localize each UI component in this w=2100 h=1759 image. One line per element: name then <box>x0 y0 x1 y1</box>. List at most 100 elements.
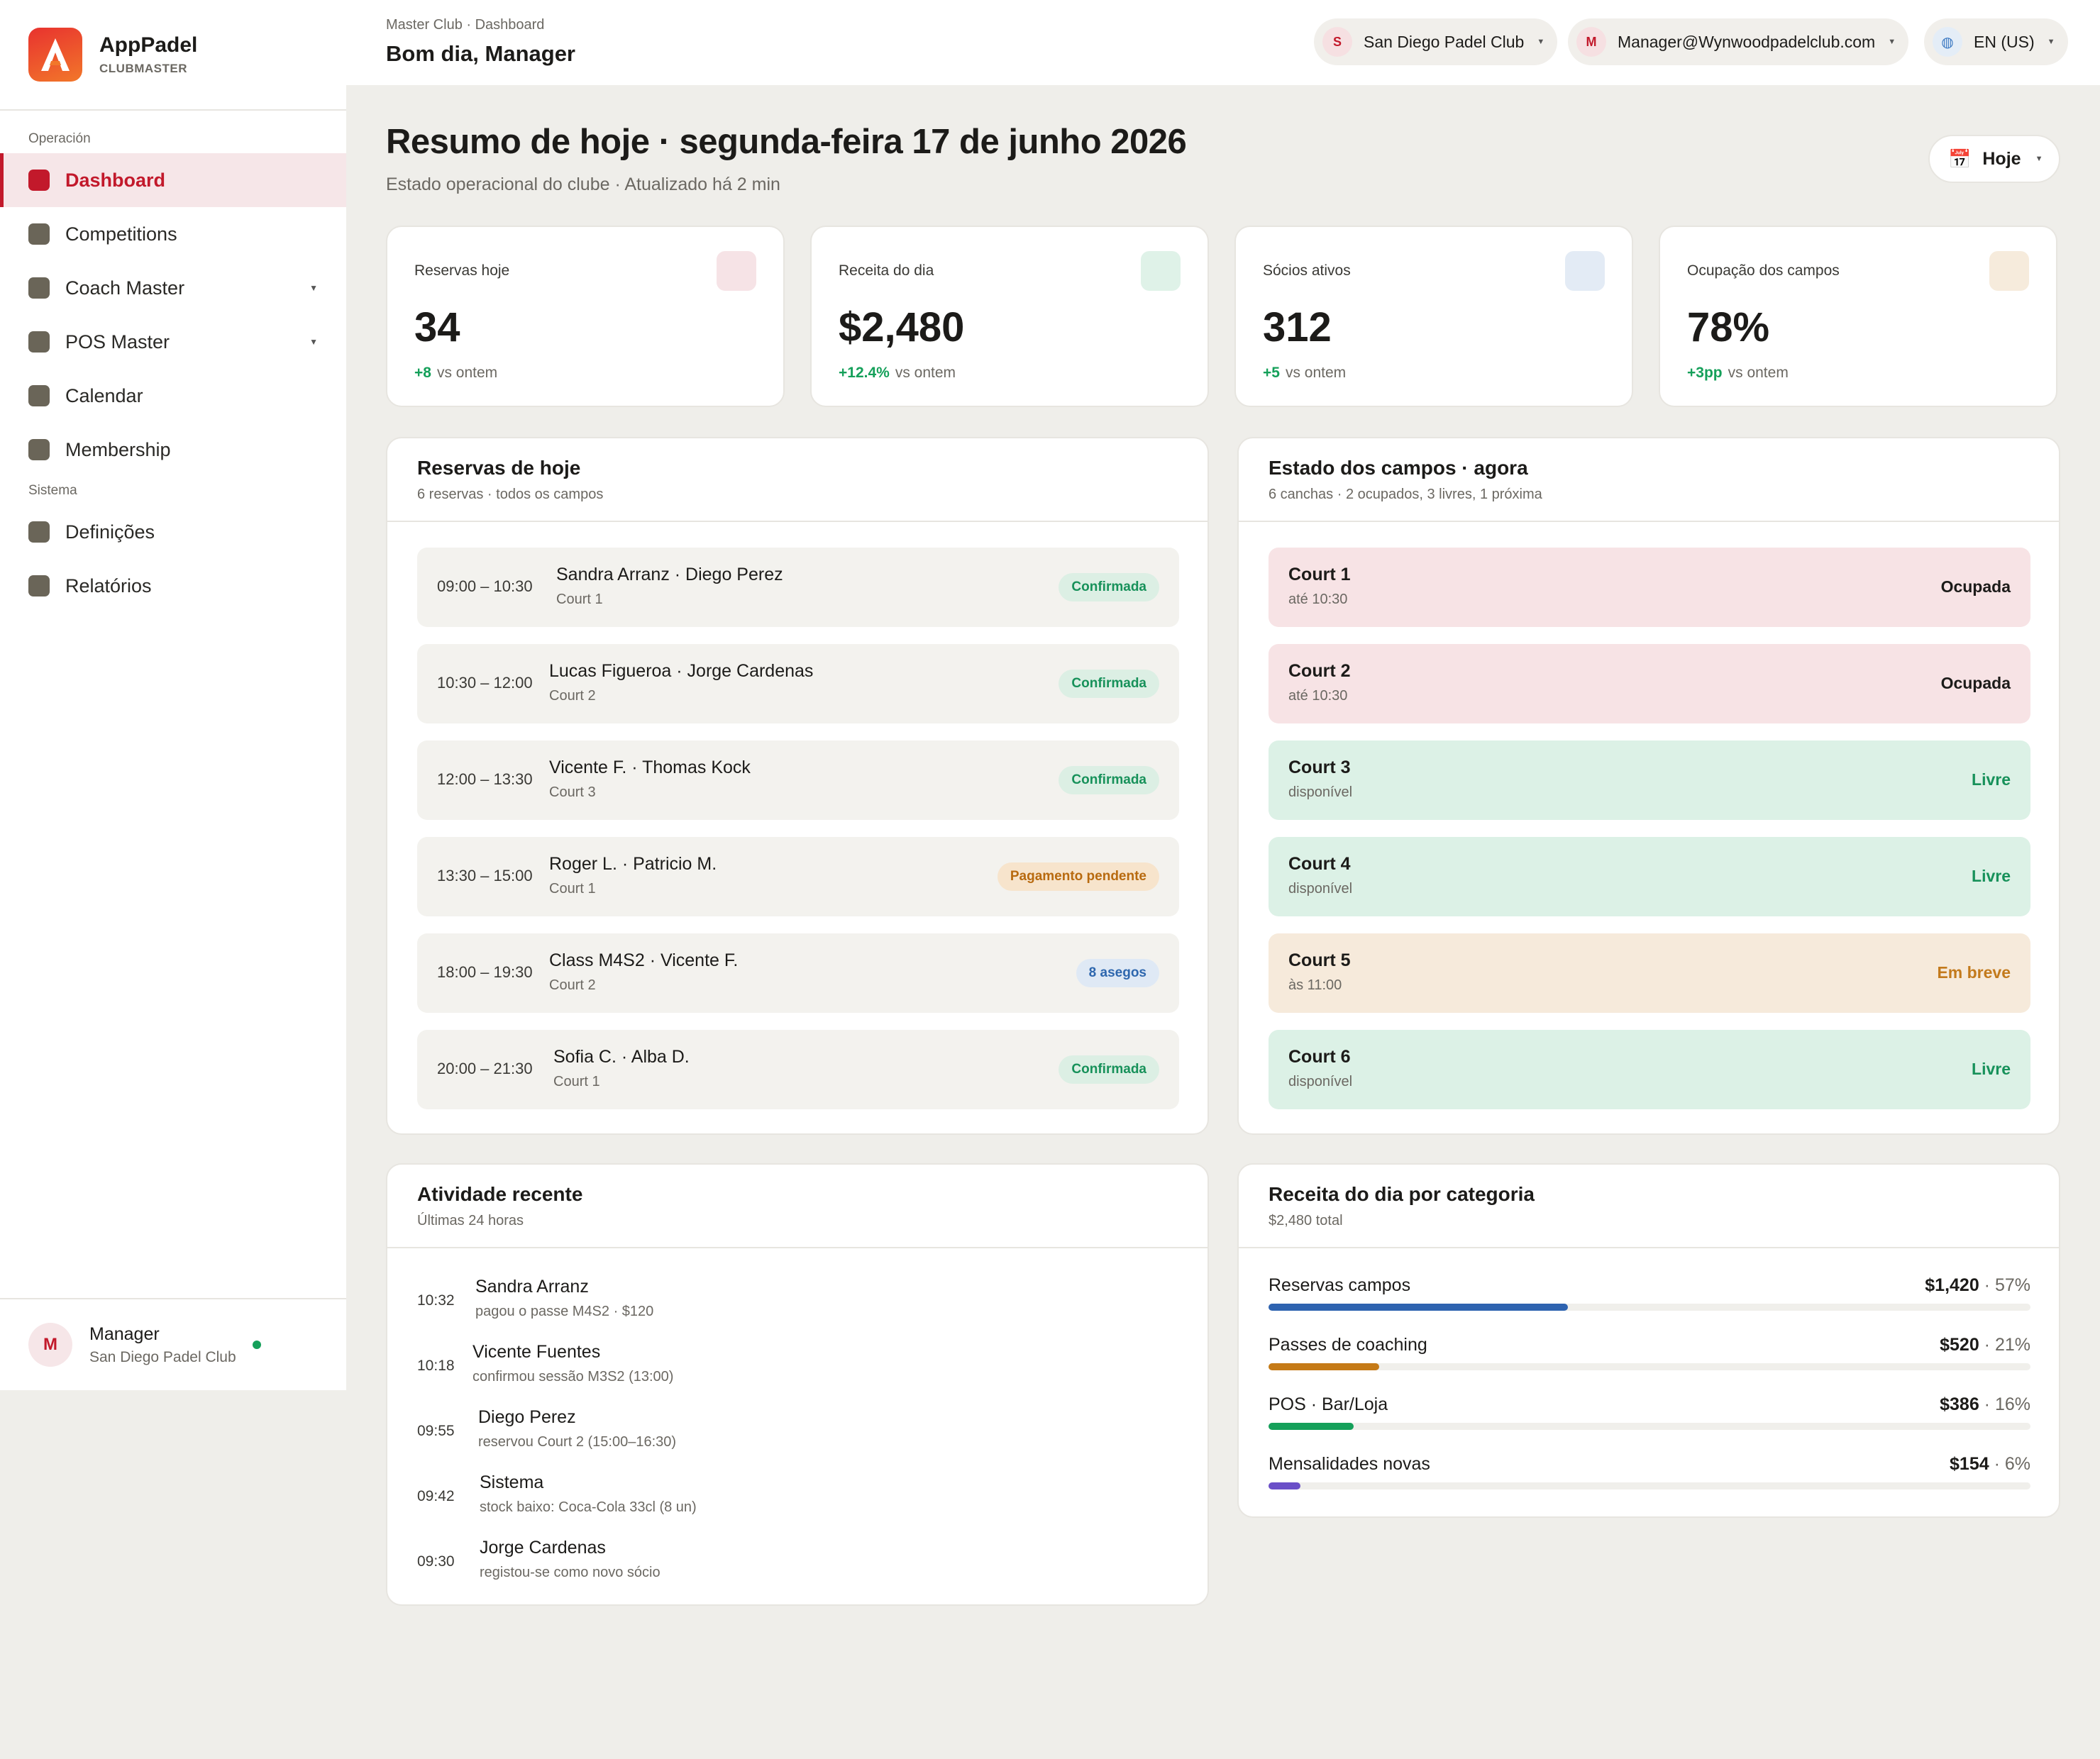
kpi-delta: +12.4% vs ontem <box>839 365 956 381</box>
dashboard-icon <box>28 170 50 191</box>
court-info: às 11:00 <box>1288 977 1342 993</box>
reservation-time: 09:00 – 10:30 <box>437 577 533 595</box>
revenue-bar-track <box>1269 1304 2030 1311</box>
court-info: disponível <box>1288 881 1353 897</box>
court-name: Court 3 <box>1288 758 1351 777</box>
reservations-icon <box>717 251 756 291</box>
court-row[interactable]: Court 1 até 10:30 Ocupada <box>1269 548 2030 627</box>
revenue-category: Reservas campos <box>1269 1275 1411 1295</box>
calendar-icon <box>28 385 50 406</box>
panel-subtitle: Últimas 24 horas <box>417 1213 524 1228</box>
revenue-amount: $386 · 16% <box>1940 1394 2030 1414</box>
kpi-value: 78% <box>1687 304 1770 350</box>
court-status: Ocupada <box>1940 577 2011 596</box>
account-selector[interactable]: M Manager@Wynwoodpadelclub.com ▼ <box>1568 18 1909 65</box>
court-name: Court 6 <box>1288 1047 1351 1067</box>
sidebar-item-membership[interactable]: Membership <box>0 423 346 477</box>
court-row[interactable]: Court 4 disponível Livre <box>1269 837 2030 916</box>
panel-title: Estado dos campos · agora <box>1269 457 1528 479</box>
chevron-down-icon: ▼ <box>1888 38 1896 46</box>
revenue-bar <box>1269 1363 1379 1370</box>
revenue-bar <box>1269 1304 1569 1311</box>
reservation-time: 20:00 – 21:30 <box>437 1060 533 1077</box>
sidebar-item-label: Dashboard <box>65 169 166 191</box>
court-name: Court 2 <box>1288 661 1351 681</box>
reservation-row[interactable]: 10:30 – 12:00 Lucas Figueroa · Jorge Car… <box>417 644 1179 723</box>
club-selector[interactable]: S San Diego Padel Club ▼ <box>1314 18 1558 65</box>
activity-time: 10:18 <box>417 1358 455 1374</box>
settings-icon <box>28 521 50 543</box>
sidebar-item-coach-master[interactable]: Coach Master ▼ <box>0 261 346 315</box>
reservation-players: Sandra Arranz · Diego Perez <box>556 565 783 584</box>
court-row[interactable]: Court 6 disponível Livre <box>1269 1030 2030 1109</box>
reservation-players: Sofia C. · Alba D. <box>553 1047 690 1067</box>
reservations-panel: Reservas de hoje 6 reservas · todos os c… <box>386 437 1209 1135</box>
revenue-amount: $1,420 · 57% <box>1925 1275 2030 1295</box>
status-badge: Pagamento pendente <box>997 862 1159 891</box>
sidebar-item-dashboard[interactable]: Dashboard <box>0 153 346 207</box>
date-filter-button[interactable]: 📅 Hoje ▼ <box>1928 135 2060 183</box>
account-selector-label: Manager@Wynwoodpadelclub.com <box>1618 32 1876 51</box>
sidebar-item-label: Membership <box>65 438 171 460</box>
court-info: até 10:30 <box>1288 592 1348 607</box>
reservation-time: 12:00 – 13:30 <box>437 770 533 788</box>
breadcrumb: Master Club · Dashboard <box>386 17 545 33</box>
court-info: até 10:30 <box>1288 688 1348 704</box>
revenue-amount: $520 · 21% <box>1940 1335 2030 1355</box>
reservation-court: Court 2 <box>549 688 596 704</box>
activity-description: stock baixo: Coca-Cola 33cl (8 un) <box>480 1499 697 1515</box>
kpi-label: Reservas hoje <box>414 262 510 279</box>
revenue-row: Mensalidades novas $154 · 6% <box>1269 1454 2030 1504</box>
status-badge: Confirmada <box>1059 670 1159 698</box>
sidebar-item-pos-master[interactable]: POS Master ▼ <box>0 315 346 369</box>
reservation-time: 13:30 – 15:00 <box>437 867 533 884</box>
kpi-label: Ocupação dos campos <box>1687 262 1840 279</box>
court-row[interactable]: Court 3 disponível Livre <box>1269 740 2030 820</box>
reservation-time: 18:00 – 19:30 <box>437 963 533 981</box>
online-status-icon <box>253 1341 261 1349</box>
activity-time: 09:30 <box>417 1553 455 1570</box>
court-row[interactable]: Court 5 às 11:00 Em breve <box>1269 933 2030 1013</box>
sidebar-item-settings[interactable]: Definições <box>0 505 346 559</box>
revenue-bar-track <box>1269 1363 2030 1370</box>
reservation-row[interactable]: 09:00 – 10:30 Sandra Arranz · Diego Pere… <box>417 548 1179 627</box>
reservation-row[interactable]: 13:30 – 15:00 Roger L. · Patricio M. Cou… <box>417 837 1179 916</box>
sidebar-item-label: Relatórios <box>65 575 152 596</box>
sidebar-user[interactable]: M Manager San Diego Padel Club <box>0 1298 346 1390</box>
reservation-players: Roger L. · Patricio M. <box>549 854 717 874</box>
members-icon <box>1565 251 1605 291</box>
brand-name: AppPadel <box>99 33 198 57</box>
revenue-bar <box>1269 1482 1301 1489</box>
revenue-amount: $154 · 6% <box>1950 1454 2030 1474</box>
reservation-row[interactable]: 20:00 – 21:30 Sofia C. · Alba D. Court 1… <box>417 1030 1179 1109</box>
court-row[interactable]: Court 2 até 10:30 Ocupada <box>1269 644 2030 723</box>
account-avatar: M <box>1576 27 1606 57</box>
sidebar-item-calendar[interactable]: Calendar <box>0 369 346 423</box>
reservation-row[interactable]: 12:00 – 13:30 Vicente F. · Thomas Kock C… <box>417 740 1179 820</box>
brand[interactable]: AppPadel CLUBMASTER <box>0 0 346 111</box>
kpi-label: Receita do dia <box>839 262 934 279</box>
revenue-row: Reservas campos $1,420 · 57% <box>1269 1275 2030 1325</box>
activity-actor: Jorge Cardenas <box>480 1538 606 1558</box>
sidebar-item-competitions[interactable]: Competitions <box>0 207 346 261</box>
reservation-time: 10:30 – 12:00 <box>437 674 533 692</box>
panel-subtitle: 6 reservas · todos os campos <box>417 487 604 502</box>
panel-title: Reservas de hoje <box>417 457 581 479</box>
reports-icon <box>28 575 50 596</box>
revenue-bar-track <box>1269 1423 2030 1430</box>
sidebar-item-label: POS Master <box>65 331 170 353</box>
language-selector[interactable]: ◍ EN (US) ▼ <box>1924 18 2068 65</box>
reservation-players: Lucas Figueroa · Jorge Cardenas <box>549 661 814 681</box>
activity-description: pagou o passe M4S2 · $120 <box>475 1304 654 1319</box>
status-badge: Confirmada <box>1059 573 1159 601</box>
activity-description: confirmou sessão M3S2 (13:00) <box>472 1369 674 1385</box>
court-info: disponível <box>1288 784 1353 800</box>
status-badge: Confirmada <box>1059 766 1159 794</box>
kpi-card-members: Sócios ativos 312 +5 vs ontem <box>1234 226 1633 407</box>
revenue-row: POS · Bar/Loja $386 · 16% <box>1269 1394 2030 1444</box>
panel-title: Atividade recente <box>417 1183 583 1205</box>
sidebar-item-reports[interactable]: Relatórios <box>0 559 346 613</box>
activity-time: 10:32 <box>417 1292 455 1309</box>
reservation-row[interactable]: 18:00 – 19:30 Class M4S2 · Vicente F. Co… <box>417 933 1179 1013</box>
chevron-down-icon: ▼ <box>309 283 318 293</box>
